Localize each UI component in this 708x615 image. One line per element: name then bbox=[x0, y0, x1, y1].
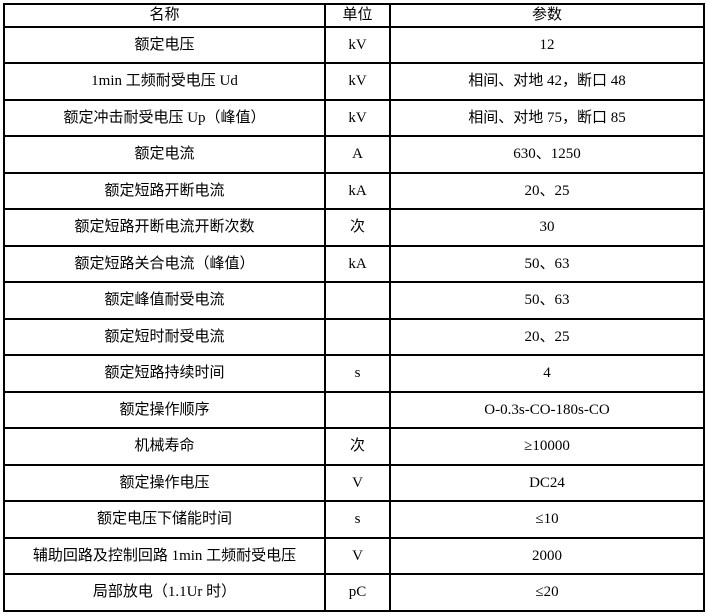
cell-value: DC24 bbox=[389, 463, 705, 503]
cell-unit: kV bbox=[324, 25, 391, 65]
cell-unit: 次 bbox=[324, 208, 391, 247]
cell-name: 额定短路持续时间 bbox=[3, 354, 326, 393]
table-row: 额定短路关合电流（峰值） kA 50、63 bbox=[3, 244, 705, 284]
cell-value: 4 bbox=[389, 354, 705, 393]
cell-name: 额定电流 bbox=[3, 135, 326, 174]
cell-name: 机械寿命 bbox=[3, 427, 326, 466]
cell-unit bbox=[324, 317, 391, 357]
cell-unit: V bbox=[324, 536, 391, 576]
header-row: 名称 单位 参数 bbox=[3, 3, 705, 28]
cell-name: 局部放电（1.1Ur 时） bbox=[3, 573, 326, 612]
cell-value: 20、25 bbox=[389, 317, 705, 357]
cell-value: 50、63 bbox=[389, 244, 705, 284]
cell-value: ≤10 bbox=[389, 500, 705, 539]
cell-unit: pC bbox=[324, 573, 391, 612]
cell-value: 相间、对地 75，断口 85 bbox=[389, 98, 705, 138]
cell-unit: kA bbox=[324, 171, 391, 211]
table-row: 额定冲击耐受电压 Up（峰值） kV 相间、对地 75，断口 85 bbox=[3, 98, 705, 138]
column-header-value: 参数 bbox=[389, 3, 705, 28]
table-row: 额定峰值耐受电流 50、63 bbox=[3, 281, 705, 320]
cell-name: 辅助回路及控制回路 1min 工频耐受电压 bbox=[3, 536, 326, 576]
cell-name: 额定电压下储能时间 bbox=[3, 500, 326, 539]
cell-unit: kA bbox=[324, 244, 391, 284]
cell-value: 20、25 bbox=[389, 171, 705, 211]
cell-name: 1min 工频耐受电压 Ud bbox=[3, 62, 326, 101]
table-row: 辅助回路及控制回路 1min 工频耐受电压 V 2000 bbox=[3, 536, 705, 576]
cell-name: 额定短路关合电流（峰值） bbox=[3, 244, 326, 284]
cell-name: 额定短路开断电流开断次数 bbox=[3, 208, 326, 247]
cell-value: ≥10000 bbox=[389, 427, 705, 466]
table-row: 额定操作顺序 O-0.3s-CO-180s-CO bbox=[3, 390, 705, 430]
cell-unit: s bbox=[324, 500, 391, 539]
cell-name: 额定峰值耐受电流 bbox=[3, 281, 326, 320]
cell-value: 12 bbox=[389, 25, 705, 65]
cell-name: 额定电压 bbox=[3, 25, 326, 65]
table-row: 额定电压下储能时间 s ≤10 bbox=[3, 500, 705, 539]
cell-value: 50、63 bbox=[389, 281, 705, 320]
table-row: 1min 工频耐受电压 Ud kV 相间、对地 42，断口 48 bbox=[3, 62, 705, 101]
cell-unit: kV bbox=[324, 98, 391, 138]
cell-name: 额定短时耐受电流 bbox=[3, 317, 326, 357]
cell-unit bbox=[324, 281, 391, 320]
cell-name: 额定短路开断电流 bbox=[3, 171, 326, 211]
spec-table: 名称 单位 参数 额定电压 kV 12 1min 工频耐受电压 Ud kV 相间… bbox=[3, 3, 705, 612]
table-row: 额定操作电压 V DC24 bbox=[3, 463, 705, 503]
table-body: 额定电压 kV 12 1min 工频耐受电压 Ud kV 相间、对地 42，断口… bbox=[3, 25, 705, 612]
table-row: 额定短路开断电流 kA 20、25 bbox=[3, 171, 705, 211]
table-row: 额定电压 kV 12 bbox=[3, 25, 705, 65]
cell-value: 630、1250 bbox=[389, 135, 705, 174]
table-row: 机械寿命 次 ≥10000 bbox=[3, 427, 705, 466]
cell-value: ≤20 bbox=[389, 573, 705, 612]
table-row: 额定电流 A 630、1250 bbox=[3, 135, 705, 174]
cell-value: 30 bbox=[389, 208, 705, 247]
cell-value: 相间、对地 42，断口 48 bbox=[389, 62, 705, 101]
cell-name: 额定操作电压 bbox=[3, 463, 326, 503]
table-row: 额定短时耐受电流 20、25 bbox=[3, 317, 705, 357]
cell-unit: kV bbox=[324, 62, 391, 101]
cell-unit: 次 bbox=[324, 427, 391, 466]
cell-unit: A bbox=[324, 135, 391, 174]
table-row: 额定短路持续时间 s 4 bbox=[3, 354, 705, 393]
cell-value: O-0.3s-CO-180s-CO bbox=[389, 390, 705, 430]
cell-value: 2000 bbox=[389, 536, 705, 576]
column-header-unit: 单位 bbox=[324, 3, 391, 28]
table-row: 局部放电（1.1Ur 时） pC ≤20 bbox=[3, 573, 705, 612]
column-header-name: 名称 bbox=[3, 3, 326, 28]
cell-unit: V bbox=[324, 463, 391, 503]
table-row: 额定短路开断电流开断次数 次 30 bbox=[3, 208, 705, 247]
cell-unit: s bbox=[324, 354, 391, 393]
cell-name: 额定冲击耐受电压 Up（峰值） bbox=[3, 98, 326, 138]
cell-name: 额定操作顺序 bbox=[3, 390, 326, 430]
cell-unit bbox=[324, 390, 391, 430]
